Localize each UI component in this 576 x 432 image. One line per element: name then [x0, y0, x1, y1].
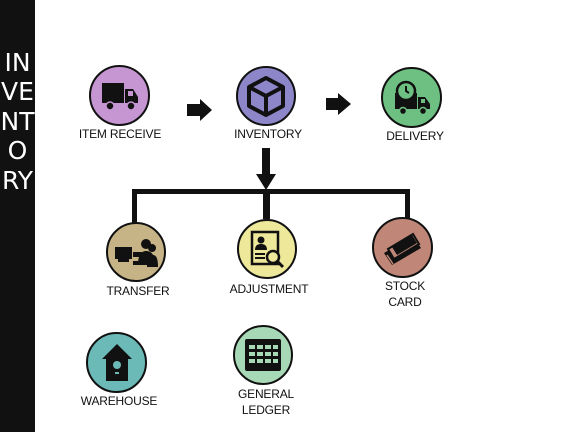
warehouse-label: WAREHOUSE: [80, 394, 158, 408]
delivery-node[interactable]: [381, 67, 442, 128]
truck-icon: [101, 82, 138, 111]
delivery-label: DELIVERY: [386, 129, 444, 143]
branch-drop-right: [405, 189, 410, 219]
stock-card-label-line1: STOCK: [384, 279, 426, 293]
branch-drop-left: [132, 189, 137, 223]
stock-card-label-line2: CARD: [388, 295, 422, 309]
document-search-icon: [250, 230, 285, 269]
stock-card-node[interactable]: [372, 217, 433, 278]
arrow-down-stem: [262, 148, 270, 176]
branch-bar: [133, 189, 410, 194]
adjustment-node[interactable]: [237, 219, 297, 279]
inventory-label: INVENTORY: [234, 127, 302, 141]
general-ledger-label-line2: LEDGER: [241, 403, 291, 417]
general-ledger-node[interactable]: [233, 325, 293, 385]
item-receive-node[interactable]: [89, 65, 150, 126]
branch-drop-middle: [263, 189, 270, 219]
sidebar-title: INVENTORY: [0, 48, 35, 195]
general-ledger-label: GENERAL LEDGER: [216, 386, 316, 418]
arrow-right-icon: [187, 99, 212, 121]
general-ledger-label-line1: GENERAL: [238, 387, 294, 401]
stock-card-label: STOCK CARD: [355, 278, 455, 310]
birdhouse-icon: [101, 343, 132, 381]
item-receive-label: ITEM RECEIVE: [78, 127, 162, 141]
cards-icon: [383, 232, 421, 265]
inventory-node[interactable]: [236, 66, 296, 126]
sidebar: INVENTORY: [0, 0, 35, 432]
delivery-truck-clock-icon: [394, 80, 430, 115]
box-icon: [247, 76, 285, 117]
warehouse-node[interactable]: [86, 332, 147, 393]
ledger-grid-icon: [245, 339, 281, 371]
transfer-label: TRANSFER: [106, 284, 170, 298]
transfer-people-icon: [115, 239, 158, 267]
adjustment-label: ADJUSTMENT: [229, 282, 309, 296]
transfer-node[interactable]: [106, 222, 166, 282]
arrow-right-icon: [326, 93, 351, 115]
arrow-down-icon: [256, 174, 276, 190]
